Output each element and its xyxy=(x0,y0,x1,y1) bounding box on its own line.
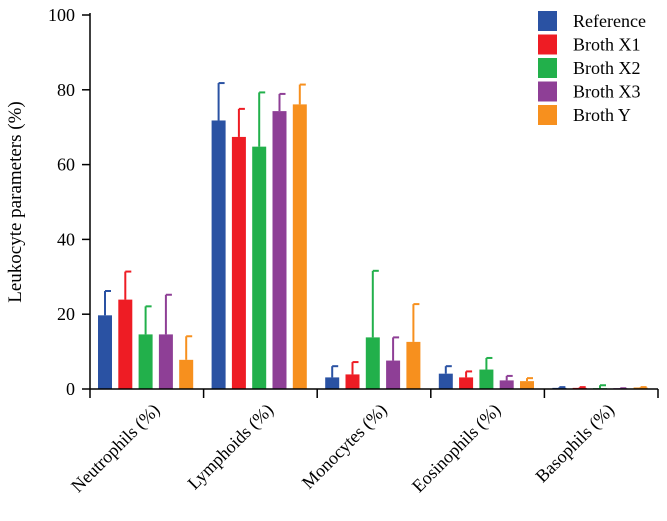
y-axis-label: Leukocyte parameters (%) xyxy=(5,101,26,303)
bar xyxy=(292,104,307,390)
bar xyxy=(98,315,112,389)
x-tick-label: Basophils (%) xyxy=(531,400,618,487)
bar xyxy=(118,299,133,389)
axes-group: 0 20 40 60 80 100 Neutrophils (%) Lymphoids (%)… xyxy=(48,5,659,497)
legend-label: Broth Y xyxy=(573,105,631,125)
legend-swatch xyxy=(538,11,557,31)
bar xyxy=(138,334,153,389)
y-tick-label: 20 xyxy=(57,304,75,324)
bar xyxy=(386,360,401,389)
x-tick-label: Neutrophils (%) xyxy=(67,400,164,497)
y-tick-label: 100 xyxy=(48,5,75,25)
legend-label: Broth X3 xyxy=(573,82,641,102)
bar xyxy=(499,380,514,389)
legend-swatch xyxy=(538,105,557,125)
bar xyxy=(345,374,360,389)
bars-group xyxy=(98,82,648,390)
legend-swatch xyxy=(538,58,557,78)
bar xyxy=(406,341,421,389)
legend-label: Broth X1 xyxy=(573,35,641,55)
bar xyxy=(325,377,340,389)
legend-label: Broth X2 xyxy=(573,58,641,78)
legend-label: Reference xyxy=(573,11,646,31)
legend-swatch xyxy=(538,81,557,102)
bar xyxy=(438,373,453,389)
y-tick-label: 80 xyxy=(57,80,75,100)
bar xyxy=(459,377,474,389)
bar xyxy=(231,136,246,389)
y-tick-label: 0 xyxy=(66,379,75,399)
legend-swatch xyxy=(538,34,557,55)
legend: Reference Broth X1 Broth X2 Broth X3 Broth Y xyxy=(538,11,646,125)
bar xyxy=(365,337,380,389)
bar xyxy=(272,111,287,390)
x-tick-label: Eosinophils (%) xyxy=(408,400,505,497)
y-tick-label: 60 xyxy=(57,155,75,175)
y-tick-label: 40 xyxy=(57,229,75,249)
bar xyxy=(479,369,494,389)
bar xyxy=(158,334,173,389)
x-tick-label: Lymphoids (%) xyxy=(184,400,278,494)
bar xyxy=(252,146,267,389)
bar xyxy=(179,359,194,389)
x-tick-label: Monocytes (%) xyxy=(298,400,392,494)
bar xyxy=(211,120,226,389)
bar xyxy=(520,381,534,389)
